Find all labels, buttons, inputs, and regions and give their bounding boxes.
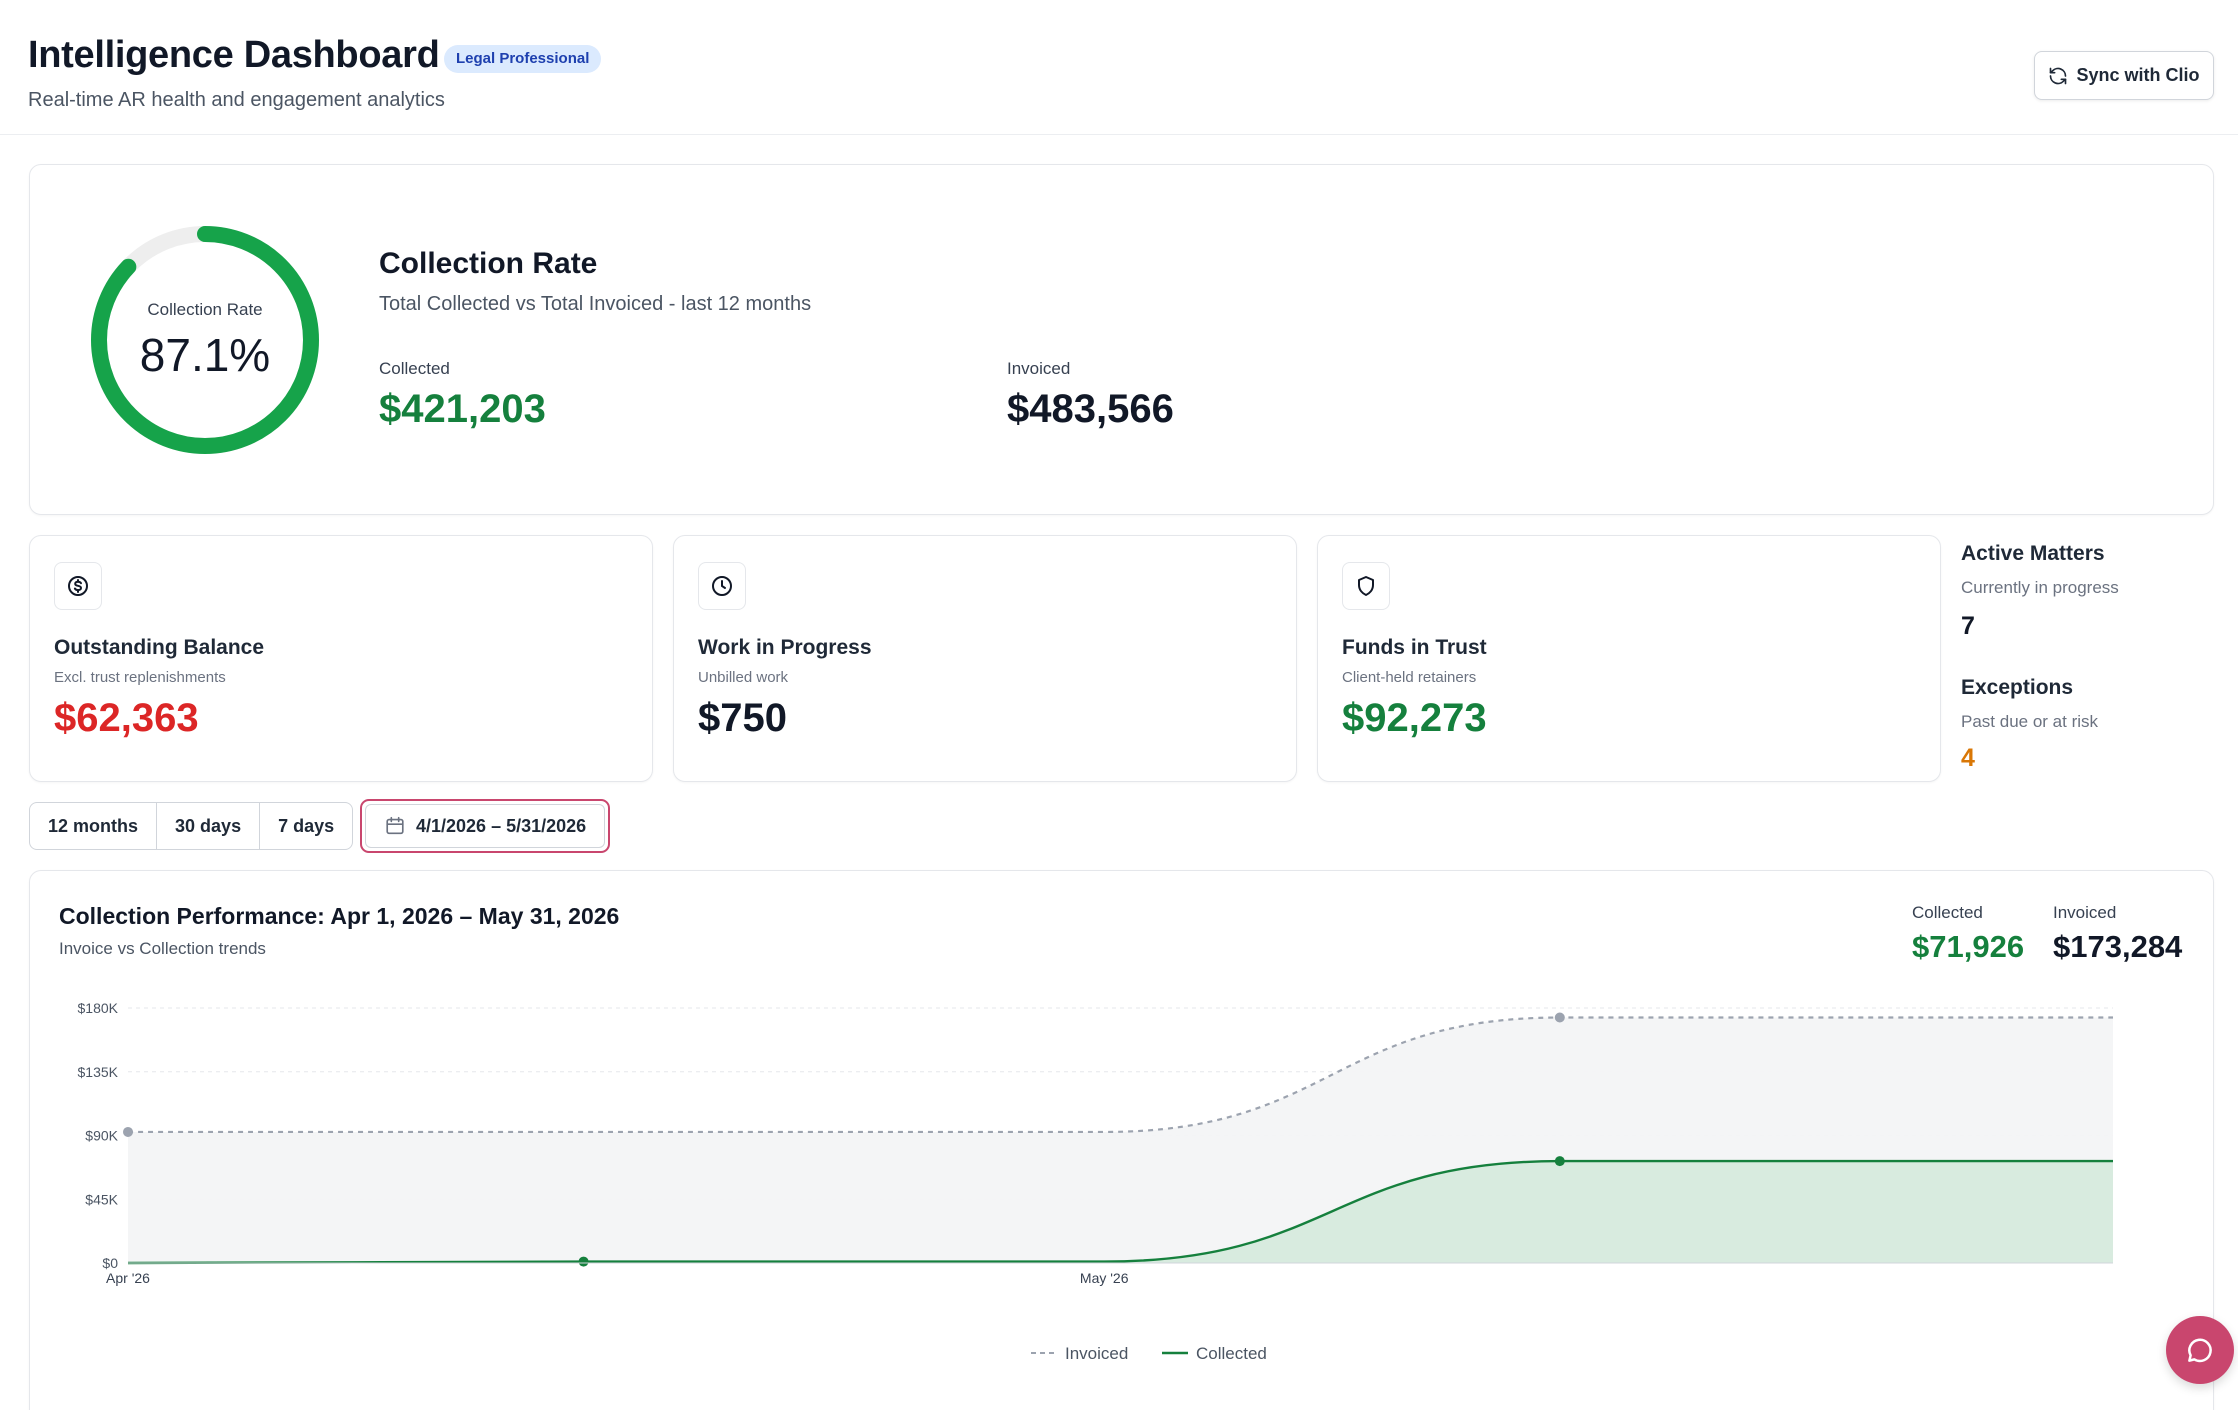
refresh-icon — [2050, 67, 2067, 84]
kpi-title: Outstanding Balance — [54, 636, 265, 659]
donut-label: Collection Rate — [147, 300, 263, 319]
plan-badge: Legal Professional — [444, 45, 602, 73]
dollar-circle-icon — [54, 562, 102, 610]
invoiced-value: $483,566 — [1007, 387, 1174, 431]
invoiced-label: Invoiced — [1007, 359, 1071, 378]
sync-with-clio-button[interactable]: Sync with Clio — [2034, 51, 2214, 100]
series-area-collected — [128, 1161, 2113, 1263]
collection-performance-card: Collection Performance: Apr 1, 2026 – Ma… — [29, 870, 2214, 1410]
kpi-value: $62,363 — [54, 696, 199, 740]
series-line-invoiced — [127, 1016, 2113, 1134]
chart-invoiced-label: Invoiced — [2053, 903, 2117, 922]
exceptions-title: Exceptions — [1961, 676, 2074, 699]
collection-rate-arc — [91, 226, 319, 454]
collected-label: Collected — [379, 359, 450, 378]
collected-value: $421,203 — [379, 387, 546, 431]
kpi-subtitle: Client-held retainers — [1342, 669, 1477, 686]
series-line-collected — [127, 1159, 2113, 1265]
x-tick-label: Apr '26 — [106, 1270, 150, 1286]
work-in-progress-card: Work in Progress Unbilled work $750 — [673, 535, 1297, 782]
collection-rate-title: Collection Rate — [379, 247, 598, 280]
collection-rate-card: Collection Rate 87.1% Collection Rate To… — [29, 164, 2214, 515]
collection-performance-chart: $0 $45K $90K $135K $180K Apr '26 May '26 Invoi… — [78, 1000, 2113, 1363]
collection-rate-subtitle: Total Collected vs Total Invoiced - last… — [379, 293, 812, 315]
funds-in-trust-card: Funds in Trust Client-held retainers $92… — [1317, 535, 1941, 782]
active-matters-subtitle: Currently in progress — [1961, 578, 2119, 597]
date-range-button[interactable]: 4/1/2026 – 5/31/2026 — [365, 804, 605, 848]
exceptions-subtitle: Past due or at risk — [1961, 712, 2099, 731]
y-tick-label: $45K — [85, 1191, 118, 1207]
chart-collected-value: $71,926 — [1912, 929, 2025, 964]
sync-button-label: Sync with Clio — [2076, 65, 2200, 85]
chart-title: Collection Performance: Apr 1, 2026 – Ma… — [59, 903, 620, 929]
chart-invoiced-value: $173,284 — [2053, 929, 2183, 964]
range-12-months-button[interactable]: 12 months — [30, 803, 158, 849]
y-tick-label: $135K — [78, 1064, 119, 1080]
active-matters-value: 7 — [1961, 612, 1975, 640]
date-range-label: 4/1/2026 – 5/31/2026 — [416, 815, 587, 836]
chart-collected-label: Collected — [1912, 903, 1983, 922]
outstanding-balance-card: Outstanding Balance Excl. trust replenis… — [29, 535, 653, 782]
y-tick-label: $180K — [78, 1000, 119, 1016]
calendar-icon — [386, 816, 404, 835]
range-7-days-button[interactable]: 7 days — [278, 815, 335, 836]
x-tick-label: May '26 — [1080, 1270, 1129, 1286]
page-subtitle: Real-time AR health and engagement analy… — [28, 89, 445, 111]
kpi-subtitle: Excl. trust replenishments — [54, 669, 226, 686]
top-header: Intelligence Dashboard Legal Professiona… — [0, 0, 2238, 135]
kpi-value: $750 — [698, 696, 787, 740]
page-title: Intelligence Dashboard — [28, 34, 440, 76]
chart-subtitle: Invoice vs Collection trends — [59, 939, 266, 958]
time-range-selector: 12 months 30 days 7 days — [29, 802, 354, 850]
kpi-title: Work in Progress — [698, 636, 872, 659]
y-tick-label: $0 — [102, 1255, 118, 1271]
chat-bubble-icon — [2188, 1338, 2212, 1363]
shield-icon — [1342, 562, 1390, 610]
kpi-subtitle: Unbilled work — [698, 669, 789, 686]
y-tick-label: $90K — [85, 1128, 118, 1144]
legend-label-invoiced: Invoiced — [1065, 1344, 1128, 1363]
kpi-title: Funds in Trust — [1342, 636, 1487, 659]
data-point-invoiced — [123, 1126, 133, 1137]
data-point-collected — [1554, 1156, 1565, 1167]
legend-label-collected: Collected — [1196, 1344, 1267, 1363]
kpi-value: $92,273 — [1342, 696, 1487, 740]
date-range-picker[interactable]: 4/1/2026 – 5/31/2026 — [360, 799, 610, 853]
exceptions-value: 4 — [1961, 744, 1975, 772]
collection-rate-donut — [91, 226, 319, 454]
data-point-invoiced — [1554, 1012, 1565, 1023]
range-30-days-button[interactable]: 30 days — [157, 803, 261, 849]
donut-value: 87.1% — [139, 329, 271, 381]
data-point-collected — [578, 1256, 589, 1267]
chat-button[interactable] — [2166, 1316, 2234, 1384]
clock-icon — [698, 562, 746, 610]
active-matters-title: Active Matters — [1961, 542, 2105, 565]
